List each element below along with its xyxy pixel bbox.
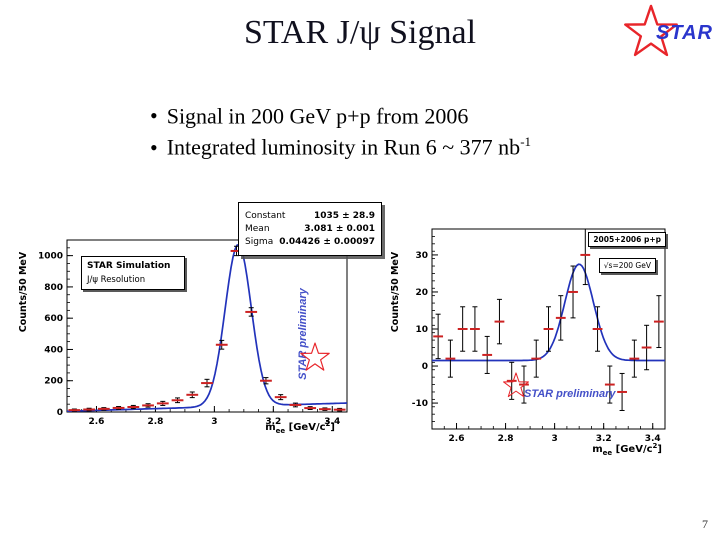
x-axis-label: mee [GeV/c2]: [592, 442, 662, 457]
bullet-text: Integrated luminosity in Run 6 ~ 377 nb: [166, 134, 521, 160]
star-icon: [503, 372, 529, 398]
preliminary-watermark: STAR preliminary: [297, 268, 309, 400]
svg-text:10: 10: [415, 325, 428, 335]
slide-title: STAR J/ψ Signal: [243, 14, 477, 51]
star-logo-icon: [624, 4, 678, 57]
page-number: 7: [702, 517, 708, 531]
bullet-marker: •: [150, 103, 158, 129]
x-axis-label: mee [GeV/c2]: [265, 420, 335, 435]
simulation-chart: 2.6 2.8 3 3.2 3.4 0 200 400 600 800 1000 Counts/50 …: [15, 232, 355, 444]
bullet-marker: •: [150, 134, 158, 160]
bullet-item: • Signal in 200 GeV p+p from 2006: [150, 103, 531, 129]
simulation-legend: STAR Simulation J/ψ Resolution: [81, 256, 185, 290]
legend-line: STAR Simulation: [87, 261, 171, 271]
stat-label: Mean: [245, 224, 270, 234]
stat-value: 0.04426 ± 0.00097: [279, 237, 375, 247]
svg-text:3: 3: [211, 417, 217, 427]
bullet-superscript: -1: [520, 134, 532, 150]
svg-text:600: 600: [44, 314, 63, 324]
svg-text:3.2: 3.2: [265, 417, 281, 427]
stat-value: 3.081 ± 0.001: [304, 224, 375, 234]
svg-text:2.8: 2.8: [147, 417, 163, 427]
svg-text:-10: -10: [412, 399, 428, 409]
legend-line: √s=200 GeV: [603, 261, 651, 270]
svg-text:2.6: 2.6: [88, 417, 104, 427]
legend-line: J/ψ Resolution: [87, 275, 146, 285]
energy-legend: √s=200 GeV: [598, 258, 656, 273]
preliminary-watermark: STAR preliminary: [524, 388, 616, 400]
svg-text:2.6: 2.6: [449, 434, 465, 444]
fit-stats-box: Constant 1035 ± 28.9 Mean 3.081 ± 0.001 …: [238, 202, 382, 256]
svg-text:2.8: 2.8: [498, 434, 514, 444]
svg-text:3.4: 3.4: [324, 417, 340, 427]
svg-text:3.4: 3.4: [645, 434, 661, 444]
stat-value: 1035 ± 28.9: [313, 211, 375, 221]
star-icon: [300, 342, 330, 371]
signal-plot-svg: 2.6 2.8 3 3.2 3.4 -10 0 10 20 30 Counts/50 MeV: [390, 228, 666, 444]
svg-text:30: 30: [415, 251, 428, 261]
svg-text:Counts/50 MeV: Counts/50 MeV: [390, 251, 401, 332]
svg-text:3.2: 3.2: [596, 434, 612, 444]
svg-text:Counts/50 MeV: Counts/50 MeV: [18, 251, 29, 332]
watermark-text: STAR preliminary: [524, 388, 616, 400]
stat-label: Sigma: [245, 237, 274, 247]
svg-text:1000: 1000: [38, 252, 63, 262]
legend-line: 2005+2006 p+p: [593, 235, 661, 244]
star-logo-text: STAR: [656, 22, 713, 44]
stats-row: Mean 3.081 ± 0.001: [245, 224, 375, 234]
bullet-item: • Integrated luminosity in Run 6 ~ 377 nb…: [150, 134, 531, 160]
svg-text:800: 800: [44, 283, 63, 293]
star-logo: STAR: [622, 2, 718, 66]
bullet-text: Signal in 200 GeV p+p from 2006: [166, 103, 469, 129]
stats-row: Sigma 0.04426 ± 0.00097: [245, 237, 375, 247]
stats-row: Constant 1035 ± 28.9: [245, 211, 375, 221]
stat-label: Constant: [245, 211, 286, 221]
svg-text:3: 3: [551, 434, 557, 444]
svg-text:0: 0: [422, 362, 428, 372]
svg-text:0: 0: [57, 408, 63, 418]
bullet-list: • Signal in 200 GeV p+p from 2006 • Integr…: [150, 103, 531, 166]
svg-text:200: 200: [44, 377, 63, 387]
simulation-plot-svg: 2.6 2.8 3 3.2 3.4 0 200 400 600 800 1000 Counts/50 …: [18, 239, 348, 427]
svg-text:20: 20: [415, 288, 428, 298]
dataset-legend: 2005+2006 p+p: [588, 232, 666, 247]
svg-text:400: 400: [44, 345, 63, 355]
signal-chart: 2.6 2.8 3 3.2 3.4 -10 0 10 20 30 Counts/50 MeV 200…: [388, 216, 678, 462]
